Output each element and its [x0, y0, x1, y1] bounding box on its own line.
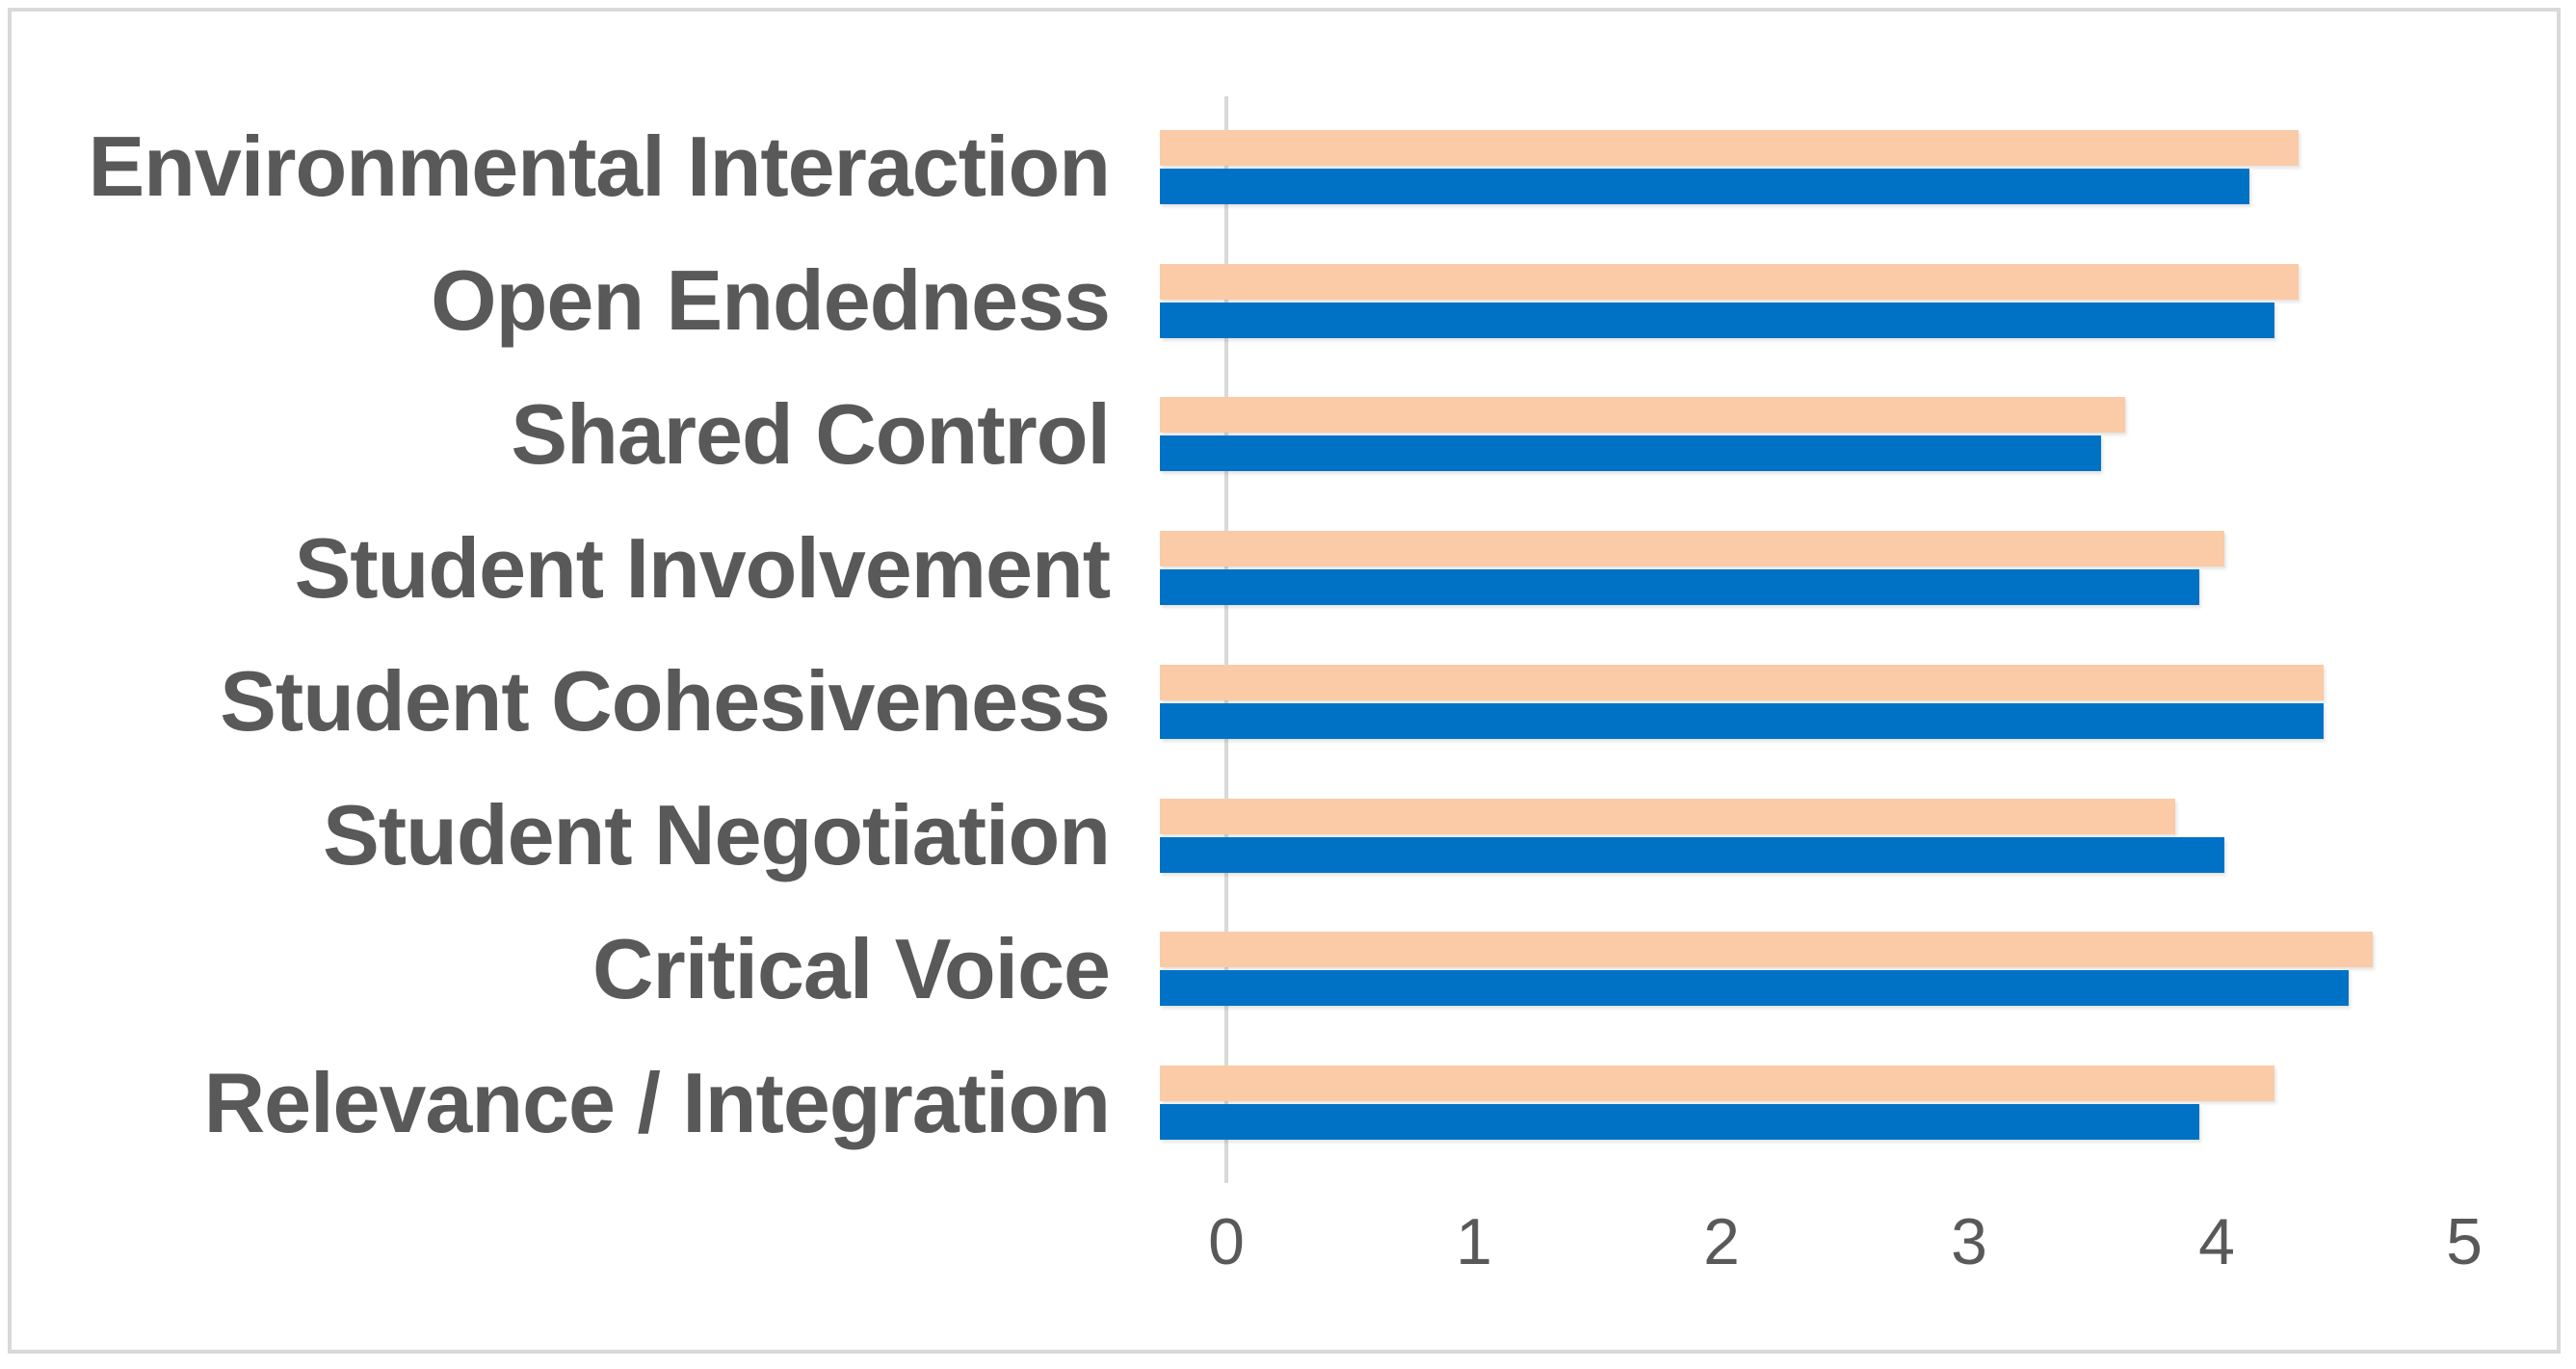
- bar-group: [1160, 531, 2398, 606]
- orange-bar: [1160, 798, 2175, 834]
- orange-bar: [1160, 932, 2374, 968]
- chart-frame: Environmental Interaction Open Endedness…: [8, 8, 2561, 1354]
- bar-group: [1160, 129, 2398, 204]
- blue-bar: [1160, 836, 2225, 873]
- category-label: Student Negotiation: [323, 787, 1111, 883]
- blue-bar: [1160, 702, 2324, 739]
- blue-bar: [1160, 168, 2249, 204]
- orange-bar: [1160, 664, 2324, 700]
- blue-bar: [1160, 970, 2349, 1007]
- bar-group: [1160, 932, 2398, 1007]
- chart-row: Student Cohesiveness: [12, 635, 2576, 769]
- chart-row: Open Endedness: [12, 234, 2576, 368]
- x-axis-tick-label: 1: [1456, 1205, 1492, 1278]
- x-axis: 0 1 2 3 4 5: [12, 1204, 2576, 1291]
- bar-group: [1160, 1066, 2398, 1141]
- bar-group: [1160, 798, 2398, 873]
- x-axis-tick-label: 4: [2198, 1205, 2235, 1278]
- bar-group: [1160, 397, 2398, 472]
- category-label: Shared Control: [511, 385, 1111, 482]
- blue-bar: [1160, 302, 2274, 338]
- category-label: Student Involvement: [294, 519, 1111, 616]
- category-label: Environmental Interaction: [88, 118, 1111, 215]
- chart-row: Shared Control: [12, 368, 2576, 502]
- x-axis-tick-label: 5: [2446, 1205, 2483, 1278]
- blue-bar: [1160, 435, 2101, 472]
- chart-row: Critical Voice: [12, 903, 2576, 1037]
- orange-bar: [1160, 129, 2300, 166]
- bar-chart: Environmental Interaction Open Endedness…: [12, 100, 2576, 1170]
- category-label: Student Cohesiveness: [220, 653, 1111, 750]
- category-label: Critical Voice: [591, 920, 1111, 1016]
- blue-bar: [1160, 569, 2200, 606]
- y-axis-line: [1224, 96, 1228, 1183]
- chart-row: Student Negotiation: [12, 769, 2576, 903]
- x-axis-tick-label: 0: [1208, 1205, 1245, 1278]
- orange-bar: [1160, 397, 2126, 434]
- orange-bar: [1160, 1066, 2274, 1102]
- category-label: Open Endedness: [431, 252, 1111, 349]
- x-axis-tick-label: 2: [1703, 1205, 1740, 1278]
- chart-row: Relevance / Integration: [12, 1036, 2576, 1170]
- chart-row: Environmental Interaction: [12, 100, 2576, 234]
- chart-row: Student Involvement: [12, 501, 2576, 635]
- x-axis-tick-label: 3: [1951, 1205, 1987, 1278]
- orange-bar: [1160, 263, 2300, 300]
- orange-bar: [1160, 531, 2225, 567]
- bar-group: [1160, 263, 2398, 338]
- blue-bar: [1160, 1104, 2200, 1141]
- category-label: Relevance / Integration: [203, 1054, 1111, 1150]
- bar-group: [1160, 664, 2398, 739]
